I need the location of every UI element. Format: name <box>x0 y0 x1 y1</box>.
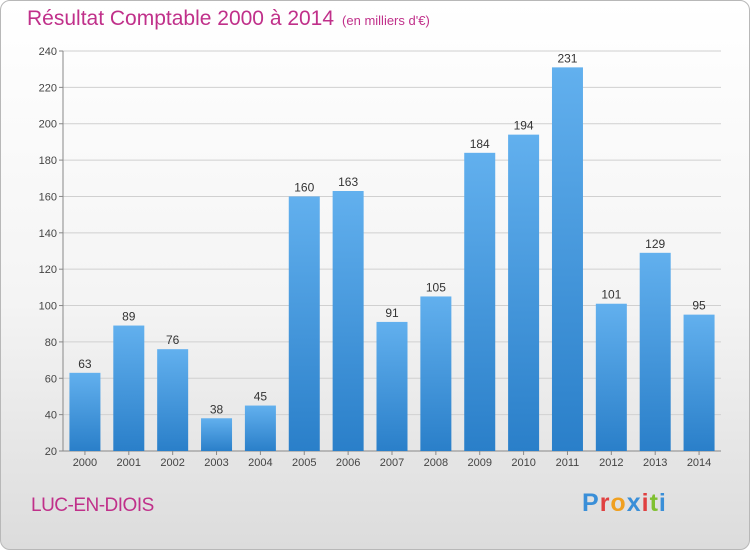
logo-letter: r <box>599 489 611 517</box>
bar-2014 <box>683 314 715 451</box>
y-tick-label: 160 <box>39 191 57 203</box>
logo-letter: t <box>649 489 659 517</box>
bar-2008 <box>420 296 452 451</box>
y-tick-labels: 20 40 60 80 100 120 140 160 180 200 220 240 <box>39 46 57 458</box>
value-labels: 63 89 76 38 45 160 163 91 105 184 194 231 101 129 95 <box>78 51 706 416</box>
y-tick-label: 100 <box>39 301 57 313</box>
bar-2003 <box>201 418 233 451</box>
bars <box>69 67 715 452</box>
logo-letter: i <box>641 489 650 517</box>
bar-2009 <box>464 152 496 451</box>
chart-subtitle: (en milliers d'€) <box>342 13 430 28</box>
logo-letter: i <box>658 489 667 517</box>
x-tick-label-2012: 2012 <box>599 457 623 469</box>
bar-2012 <box>595 303 627 451</box>
y-tick-label: 60 <box>45 373 57 385</box>
value-label-2011: 231 <box>557 51 577 65</box>
value-label-2012: 101 <box>601 288 621 302</box>
chart-title: Résultat Comptable 2000 à 2014 (en millie… <box>27 7 430 31</box>
y-tick-label: 220 <box>39 82 57 94</box>
logo-letter: x <box>626 489 642 517</box>
y-tick-label: 200 <box>39 119 57 131</box>
x-tick-labels: 2000 2001 2002 2003 2004 2005 2006 2007 2008 2009… <box>73 457 712 469</box>
x-tick-label-2006: 2006 <box>336 457 360 469</box>
value-label-2000: 63 <box>78 357 92 371</box>
value-label-2014: 95 <box>692 299 706 313</box>
value-label-2007: 91 <box>385 306 399 320</box>
value-label-2010: 194 <box>514 119 534 133</box>
x-tick-label-2002: 2002 <box>160 457 184 469</box>
x-tick-label-2007: 2007 <box>380 457 404 469</box>
x-tick-label-2011: 2011 <box>556 457 580 469</box>
y-tick-label: 80 <box>45 337 57 349</box>
logo-letter: P <box>582 489 600 517</box>
value-label-2002: 76 <box>166 333 180 347</box>
x-tick-label-2009: 2009 <box>467 457 491 469</box>
bar-2010 <box>508 134 540 452</box>
value-label-2003: 38 <box>210 402 224 416</box>
y-tick-label: 120 <box>39 264 57 276</box>
y-tick-label: 240 <box>39 46 57 58</box>
x-tick-label-2013: 2013 <box>643 457 667 469</box>
chart-title-text: Résultat Comptable 2000 à 2014 <box>27 7 335 30</box>
bar-2013 <box>639 252 671 451</box>
value-label-2009: 184 <box>470 137 490 151</box>
y-tick-label: 180 <box>39 155 57 167</box>
x-tick-label-2008: 2008 <box>424 457 448 469</box>
x-tick-label-2003: 2003 <box>204 457 228 469</box>
bar-2004 <box>244 405 276 451</box>
logo-letter: o <box>610 489 627 517</box>
x-tick-label-2001: 2001 <box>117 457 141 469</box>
value-label-2006: 163 <box>338 175 358 189</box>
x-tick-label-2014: 2014 <box>687 457 711 469</box>
bar-2006 <box>332 191 364 451</box>
x-tick-label-2010: 2010 <box>511 457 535 469</box>
value-label-2005: 160 <box>294 180 314 194</box>
value-label-2013: 129 <box>645 237 665 251</box>
bar-2001 <box>113 325 145 451</box>
value-label-2008: 105 <box>426 280 446 294</box>
bar-2007 <box>376 321 408 451</box>
y-tick-label: 40 <box>45 410 57 422</box>
value-label-2004: 45 <box>254 390 268 404</box>
x-tick-label-2000: 2000 <box>73 457 97 469</box>
value-label-2001: 89 <box>122 310 136 324</box>
bar-2002 <box>157 349 189 451</box>
x-tick-label-2005: 2005 <box>292 457 316 469</box>
bar-2005 <box>288 196 320 451</box>
proxiti-logo[interactable]: Proxiti <box>582 489 667 518</box>
y-tick-label: 20 <box>45 446 57 458</box>
x-tick-label-2004: 2004 <box>248 457 272 469</box>
bar-2000 <box>69 372 101 451</box>
bar-2011 <box>551 67 583 451</box>
city-name: LUC-EN-DIOIS <box>31 495 154 516</box>
y-tick-label: 140 <box>39 228 57 240</box>
